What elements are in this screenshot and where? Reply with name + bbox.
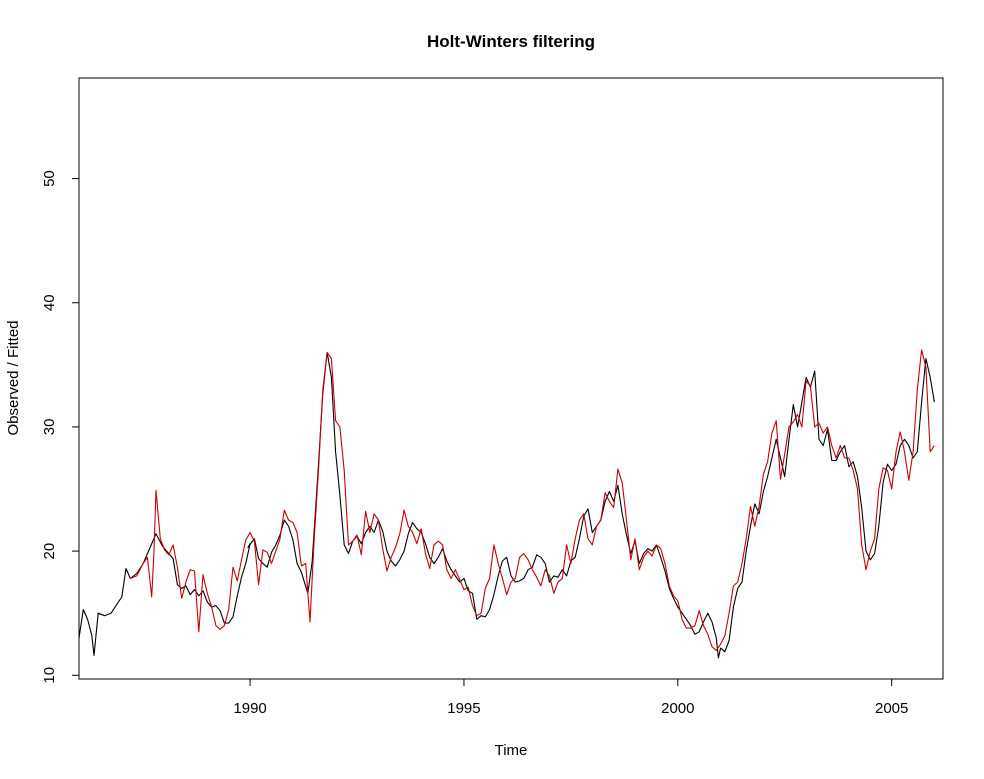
series-line-fitted (130, 349, 935, 651)
series-line-observed (78, 351, 935, 659)
x-tick-label: 2005 (875, 700, 908, 717)
y-axis: 10 20 30 40 50 (41, 170, 80, 684)
x-axis: 1990 1995 2000 2005 (233, 678, 908, 717)
y-tick-label: 20 (41, 543, 58, 560)
y-tick-label: 30 (41, 419, 58, 436)
y-tick-label: 40 (41, 294, 58, 311)
x-tick-label: 1990 (233, 700, 266, 717)
chart-title: Holt-Winters filtering (427, 32, 595, 51)
x-tick-label: 1995 (447, 700, 480, 717)
y-tick-label: 10 (41, 667, 58, 684)
y-tick-label: 50 (41, 170, 58, 187)
plot-frame (78, 77, 944, 680)
series-layer (78, 349, 935, 659)
y-axis-label: Observed / Fitted (5, 320, 22, 435)
x-tick-label: 2000 (661, 700, 694, 717)
x-axis-label: Time (495, 742, 528, 759)
